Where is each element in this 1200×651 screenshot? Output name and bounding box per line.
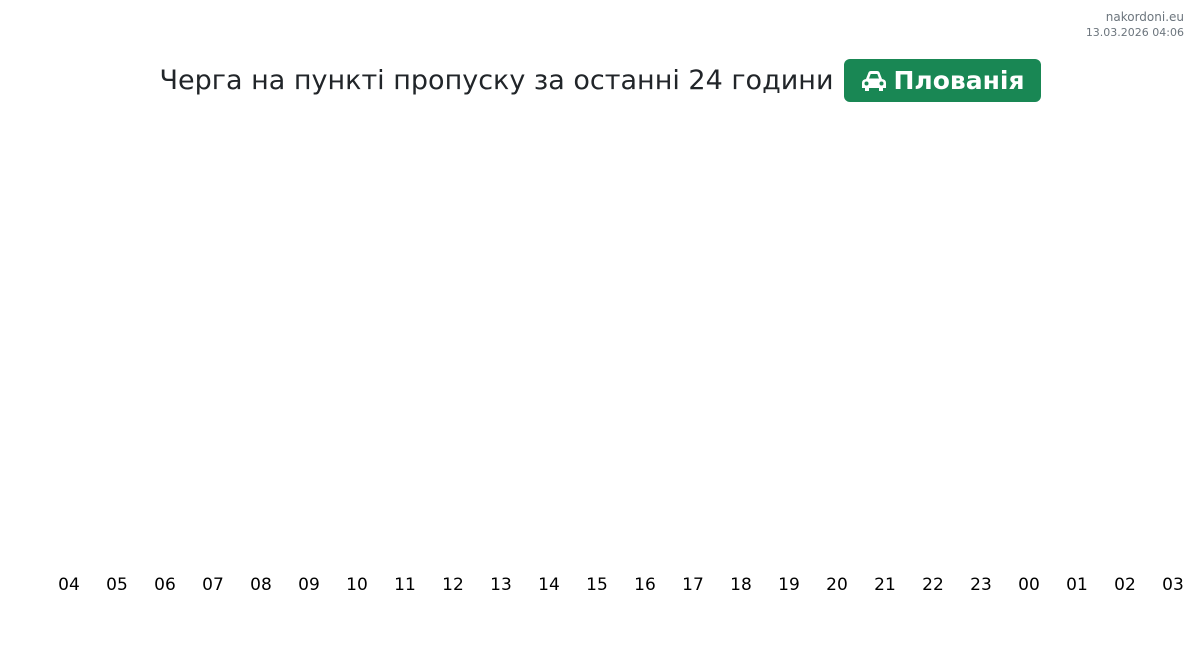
x-tick-label: 14 (538, 575, 560, 595)
x-tick-label: 09 (298, 575, 320, 595)
x-tick-label: 08 (250, 575, 272, 595)
x-tick-label: 20 (826, 575, 848, 595)
header: Черга на пункті пропуску за останні 24 г… (0, 59, 1200, 102)
x-tick-label: 00 (1018, 575, 1040, 595)
x-axis: 04 05 06 07 08 09 10 11 12 13 14 15 16 17 18 19 20 21 22 23… (58, 575, 1184, 595)
checkpoint-badge: Плованія (843, 59, 1041, 102)
x-tick-label: 22 (922, 575, 944, 595)
x-tick-label: 23 (970, 575, 992, 595)
x-tick-label: 01 (1066, 575, 1088, 595)
x-tick-label: 16 (634, 575, 656, 595)
site-name: nakordoni.eu (1105, 10, 1184, 24)
x-tick-label: 18 (730, 575, 752, 595)
x-tick-label: 02 (1114, 575, 1136, 595)
timestamp: 13.03.2026 04:06 (1085, 26, 1184, 39)
x-tick-label: 11 (394, 575, 416, 595)
x-tick-label: 05 (106, 575, 128, 595)
x-tick-label: 03 (1162, 575, 1184, 595)
x-tick-label: 10 (346, 575, 368, 595)
x-tick-label: 12 (442, 575, 464, 595)
page-title: Черга на пункті пропуску за останні 24 г… (159, 65, 834, 96)
x-tick-label: 21 (874, 575, 896, 595)
queue-chart: 04 05 06 07 08 09 10 11 12 13 14 15 16 17 18 19 20 21 22 23… (58, 575, 1184, 595)
x-tick-label: 19 (778, 575, 800, 595)
x-tick-label: 15 (586, 575, 608, 595)
car-icon (861, 70, 886, 91)
brand-block: nakordoni.eu 13.03.2026 04:06 (1086, 9, 1184, 41)
x-tick-label: 13 (490, 575, 512, 595)
x-tick-label: 07 (202, 575, 224, 595)
checkpoint-name: Плованія (893, 66, 1025, 95)
x-tick-label: 06 (154, 575, 176, 595)
x-tick-label: 17 (682, 575, 704, 595)
x-tick-label: 04 (58, 575, 80, 595)
